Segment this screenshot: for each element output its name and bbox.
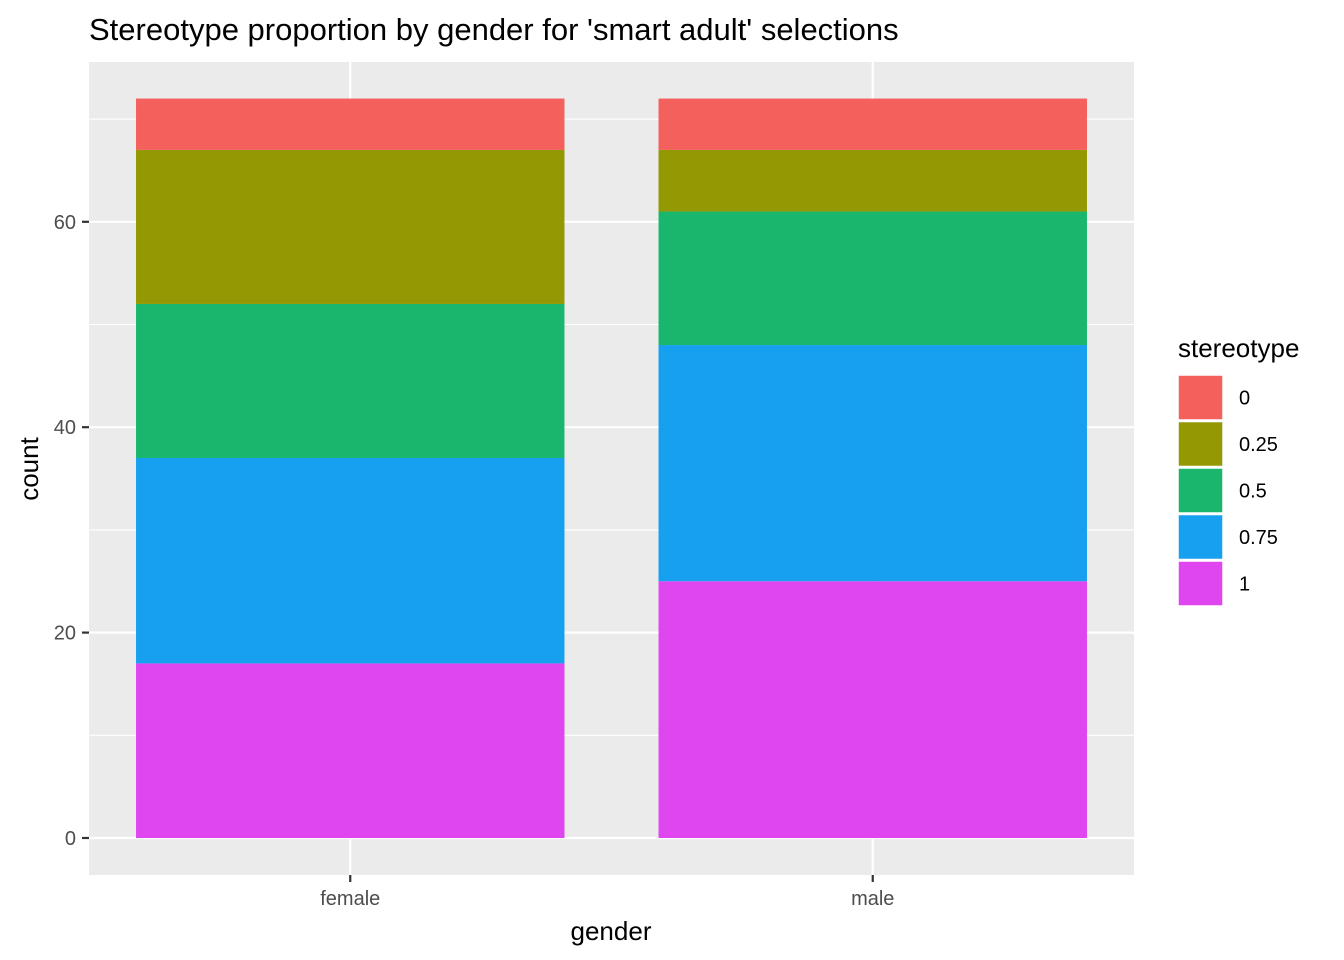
x-tick-label-male: male [851,888,894,910]
y-tick-label: 60 [54,212,76,234]
y-axis-title: count [14,436,44,500]
legend-label-0: 0 [1239,388,1250,410]
x-tick-label-female: female [320,888,380,910]
chart-title: Stereotype proportion by gender for 'sma… [89,12,899,47]
legend-label-0.5: 0.5 [1239,481,1267,503]
legend-label-0.75: 0.75 [1239,527,1278,549]
legend-label-0.25: 0.25 [1239,434,1278,456]
bar-segment-female-0.25 [136,149,565,304]
bar-segment-male-1 [658,581,1087,838]
legend-key-0 [1177,374,1224,421]
bar-segment-male-0.75 [658,345,1087,582]
legend-key-0.5 [1177,467,1224,514]
legend-title: stereotype [1178,333,1299,363]
y-tick-label: 40 [54,417,76,439]
legend-key-0.25 [1177,420,1224,468]
bar-segment-female-1 [136,663,565,838]
legend-key-0.75 [1177,513,1224,561]
bar-segment-female-0.5 [136,303,565,459]
legend: stereotype 0 0.25 0.5 0.75 1 [1177,333,1299,607]
x-axis-title: gender [571,916,652,946]
x-axis: female male [320,875,894,910]
bar-segment-male-0.5 [658,211,1087,346]
bar-segment-male-0.25 [658,149,1087,212]
legend-key-1 [1177,560,1224,607]
y-axis: 0 20 40 60 [54,212,89,850]
bars [136,98,1087,838]
legend-label-1: 1 [1239,574,1250,596]
bar-segment-female-0 [136,98,565,150]
y-tick-label: 0 [65,828,76,850]
bar-segment-female-0.75 [136,458,565,664]
bar-segment-male-0 [658,98,1087,150]
y-tick-label: 20 [54,623,76,645]
